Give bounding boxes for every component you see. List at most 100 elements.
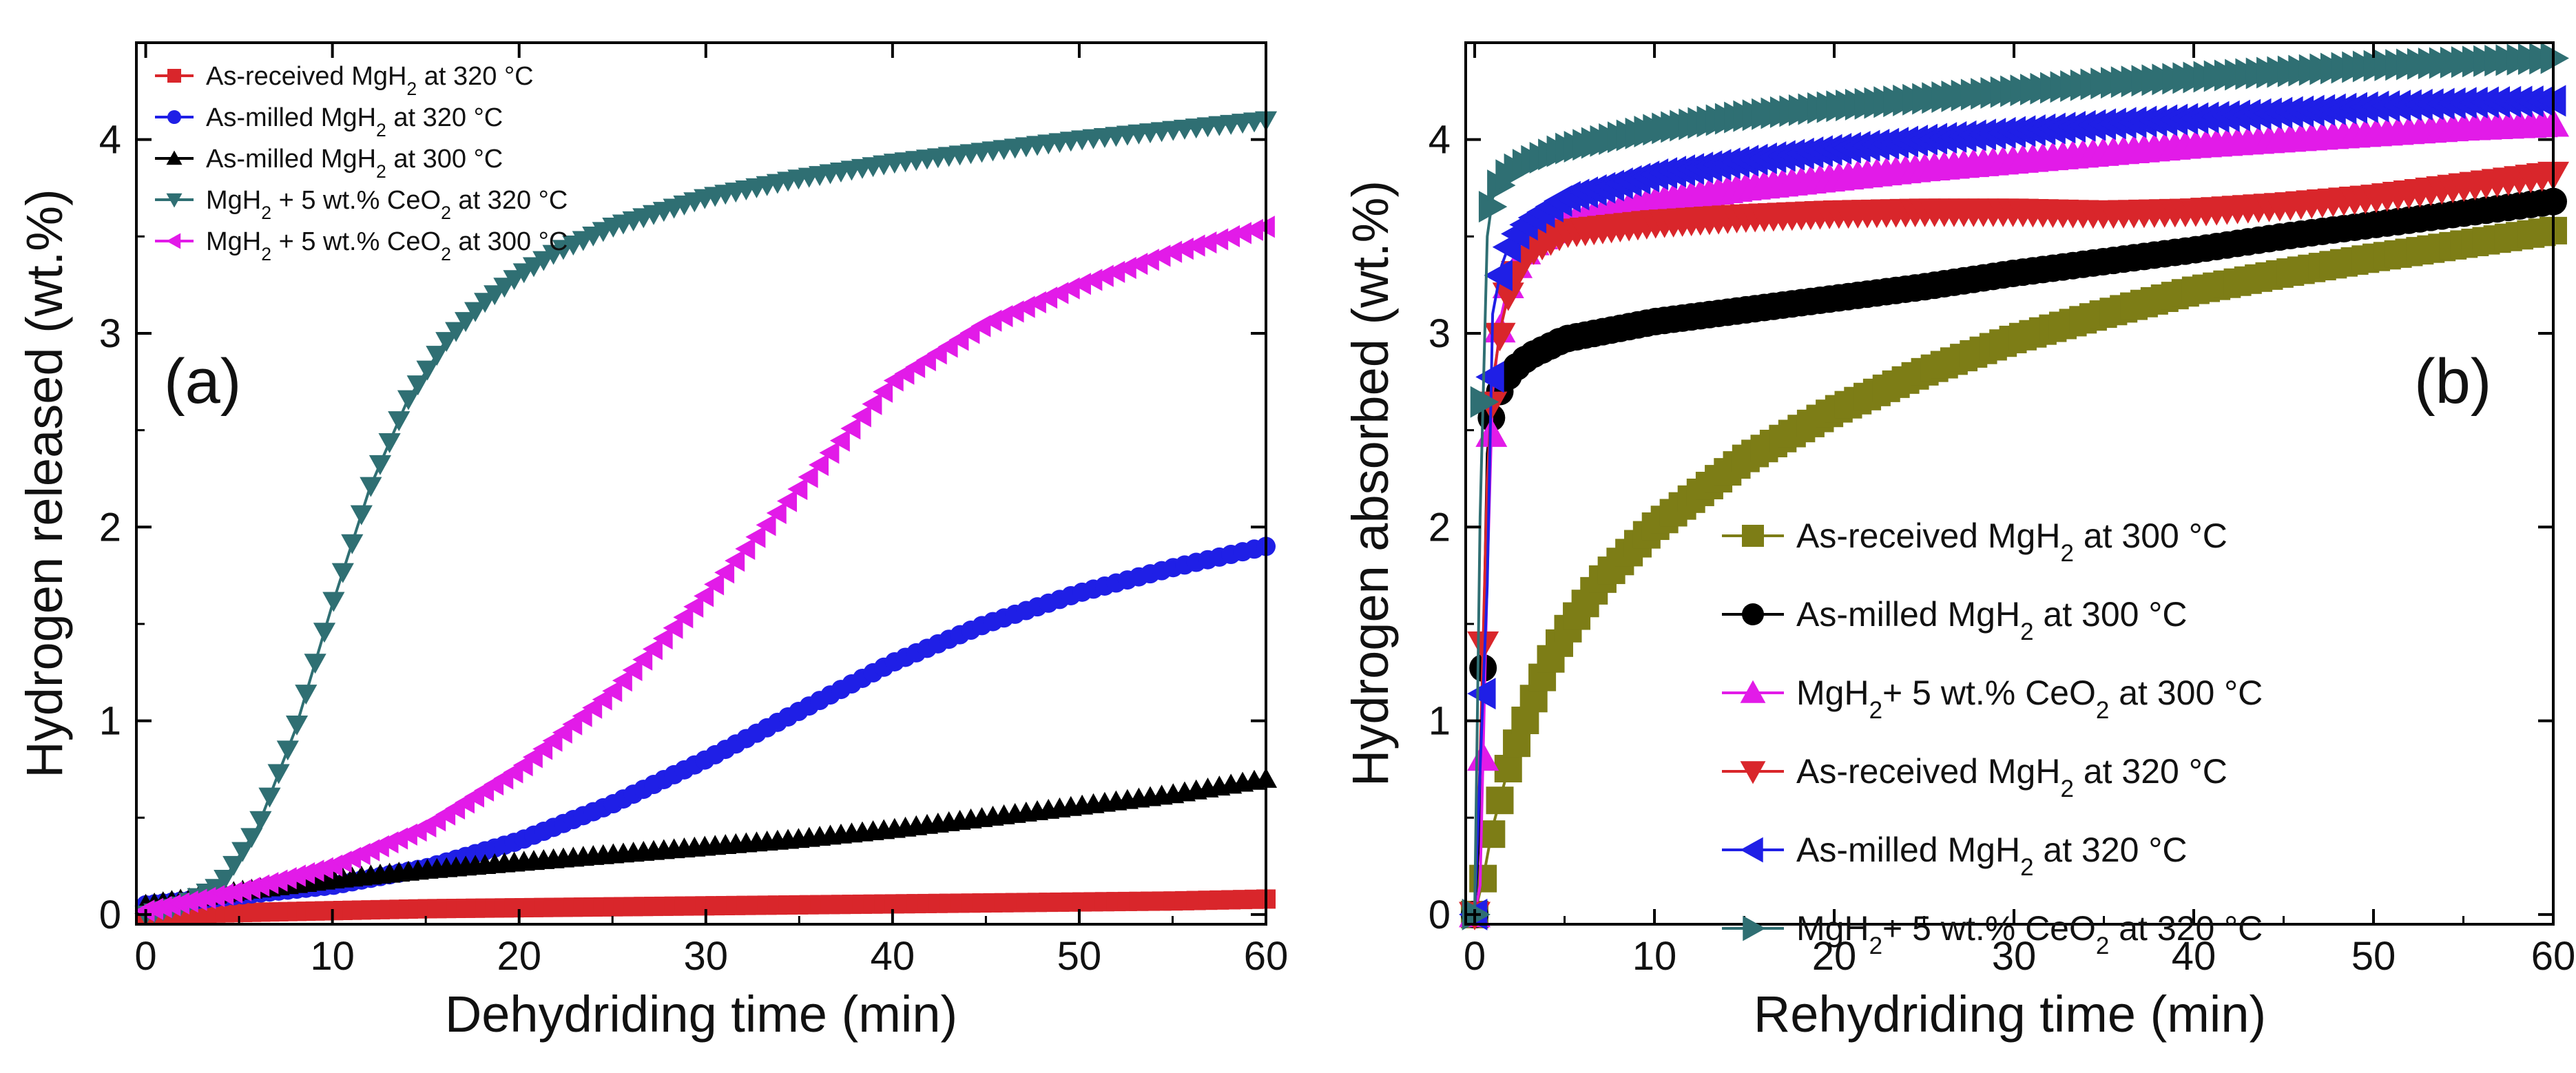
x-tick-label: 40	[871, 934, 915, 979]
data-point	[582, 696, 603, 719]
series-1	[1461, 216, 2567, 928]
series-4	[134, 111, 1278, 926]
data-point	[304, 654, 326, 674]
legend-label: As-received MgH2 at 300 °C	[1796, 517, 2227, 567]
legend-subscript: 2	[261, 244, 271, 264]
legend-text: MgH	[206, 186, 261, 215]
legend-text: As-milled MgH	[1796, 831, 2020, 869]
x-tick-label: 30	[1992, 934, 2037, 979]
data-point	[663, 616, 683, 639]
legend-text: at 320	[417, 62, 504, 91]
x-tick-label: 20	[497, 934, 541, 979]
data-point	[214, 883, 234, 906]
legend-text: + 5 wt.% CeO	[1882, 674, 2096, 712]
legend-text: at 320	[2034, 831, 2149, 869]
legend-subscript: 2	[1869, 933, 1882, 959]
data-point	[2540, 42, 2569, 74]
legend-text: As-milled MgH	[206, 103, 376, 132]
y-tick-label: 1	[1429, 699, 1451, 744]
data-point	[360, 477, 382, 497]
legend-subscript: 2	[2060, 775, 2073, 802]
data-point	[341, 534, 364, 554]
data-point	[426, 346, 448, 366]
data-point	[1469, 864, 1497, 893]
legend: As-received MgH2 at 300 °CAs-milled MgH2…	[1722, 517, 2263, 959]
data-point	[258, 787, 281, 808]
legend-subscript: 2	[2020, 854, 2033, 881]
data-point	[313, 623, 336, 643]
data-point	[484, 285, 506, 306]
data-point	[322, 592, 345, 612]
legend-subscript: 2	[1869, 697, 1882, 724]
data-point	[704, 573, 725, 596]
x-tick-label: 50	[2351, 934, 2396, 979]
legend-unit: °C	[2189, 517, 2227, 555]
legend-subscript: 2	[441, 202, 451, 223]
legend-marker	[1742, 525, 1764, 547]
data-point	[331, 563, 354, 583]
legend-text: at 320	[451, 186, 539, 215]
data-point	[222, 881, 243, 904]
data-point	[777, 490, 797, 512]
panel-label: (a)	[164, 346, 241, 417]
legend-subscript: 2	[2060, 540, 2073, 567]
y-axis-title: Hydrogen released (wt.%)	[16, 189, 73, 778]
data-point	[388, 411, 411, 432]
plot-frame	[1464, 41, 2555, 926]
data-point	[652, 627, 673, 650]
data-point	[445, 322, 468, 342]
data-point	[735, 537, 756, 560]
data-point	[214, 870, 236, 890]
legend-unit: °C	[504, 62, 534, 91]
legend-text: at 320	[2109, 909, 2224, 948]
legend-text: at 320	[386, 103, 474, 132]
legend-marker	[166, 150, 183, 165]
legend-unit: °C	[539, 227, 568, 256]
data-point	[840, 417, 861, 440]
data-point	[474, 293, 497, 313]
data-point	[160, 894, 181, 917]
data-point	[622, 658, 643, 682]
data-point	[240, 828, 263, 848]
legend-text: at 300	[2034, 595, 2149, 634]
legend-marker	[1742, 603, 1764, 625]
data-point	[285, 715, 309, 736]
data-point	[350, 505, 373, 525]
plot-frame	[135, 41, 1267, 926]
y-tick-label: 4	[1429, 118, 1451, 163]
legend-text: MgH	[206, 227, 261, 256]
data-point	[745, 525, 766, 548]
data-point	[222, 855, 245, 876]
legend-unit: °C	[2224, 674, 2263, 712]
panel-a: 0 10 20 30 40 50 60 0 1 2 3 4 Dehydriding time (min)…	[16, 41, 1288, 1043]
data-point	[1470, 386, 1499, 418]
legend-text: + 5 wt.% CeO	[1882, 909, 2096, 948]
y-tick-label: 0	[99, 893, 121, 937]
data-point	[809, 453, 829, 477]
legend-subscript: 2	[441, 244, 451, 264]
data-point	[819, 441, 840, 464]
legend-text: As-received MgH	[1796, 517, 2060, 555]
x-tick-label: 10	[310, 934, 355, 979]
data-point	[1231, 222, 1251, 244]
legend-label: MgH2 + 5 wt.% CeO2 at 320 °C	[206, 186, 568, 223]
data-point	[632, 648, 653, 671]
x-tick-label: 20	[1812, 934, 1857, 979]
data-point	[267, 764, 290, 784]
legend-subscript: 2	[2096, 697, 2109, 724]
data-point	[1243, 218, 1263, 241]
data-point	[1484, 259, 1513, 291]
legend-text: at 300	[2109, 674, 2224, 712]
data-point	[1208, 228, 1229, 251]
data-point	[406, 375, 429, 396]
y-tick-label: 3	[1429, 311, 1451, 356]
data-point	[612, 669, 632, 692]
y-tick-label: 3	[99, 311, 121, 356]
legend-marker	[1740, 761, 1766, 784]
data-point	[435, 332, 458, 353]
data-point	[1467, 631, 1499, 660]
legend: As-received MgH2 at 320 °CAs-milled MgH2…	[155, 62, 568, 264]
data-point	[295, 685, 318, 705]
legend-marker	[1740, 680, 1766, 703]
